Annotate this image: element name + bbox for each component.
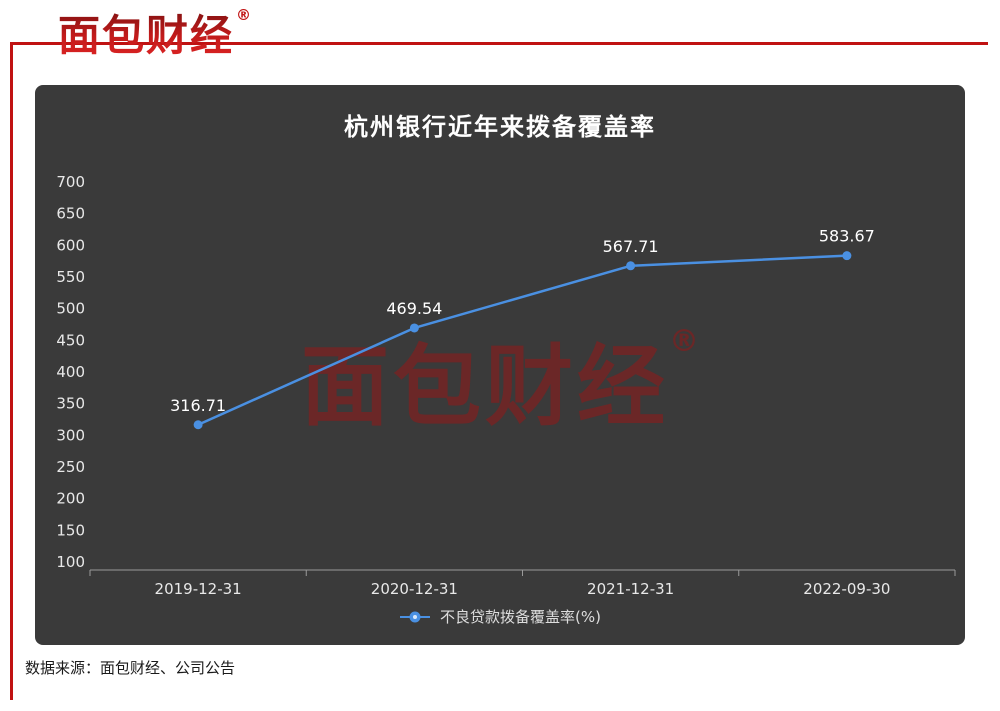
y-axis-label: 650 xyxy=(56,205,85,223)
y-axis-label: 550 xyxy=(56,268,85,286)
y-axis-label: 350 xyxy=(56,395,85,413)
y-axis-label: 600 xyxy=(56,236,85,254)
data-label: 583.67 xyxy=(819,227,875,246)
chart-svg: 100 150 200 250 300 350 400 450 500 550 600 650 700 2… xyxy=(56,173,956,598)
data-point[interactable] xyxy=(409,323,419,333)
x-axis-label: 2021-12-31 xyxy=(587,580,674,598)
legend-marker-dot-center xyxy=(413,614,418,619)
accent-vertical-line xyxy=(10,42,13,700)
y-axis-label: 500 xyxy=(56,300,85,318)
y-axis-label: 100 xyxy=(56,553,85,571)
y-axis-label: 400 xyxy=(56,363,85,381)
data-point[interactable] xyxy=(842,251,852,261)
brand-logo: 面包财经 ® xyxy=(58,2,252,63)
chart-panel: 杭州银行近年来拨备覆盖率 面包财经® 100 150 200 250 300 350 400… xyxy=(35,85,965,645)
x-axis-label: 2022-09-30 xyxy=(803,580,890,598)
legend-line-marker-icon xyxy=(399,610,431,624)
data-source-caption: 数据来源：面包财经、公司公告 xyxy=(25,659,236,677)
brand-logo-text: 面包财经 xyxy=(58,2,234,63)
registered-trademark-icon: ® xyxy=(236,6,252,24)
y-axis-label: 300 xyxy=(56,426,85,444)
data-label: 469.54 xyxy=(386,299,442,318)
accent-horizontal-line xyxy=(10,42,988,45)
chart-legend[interactable]: 不良贷款拨备覆盖率(%) xyxy=(35,606,965,627)
data-point[interactable] xyxy=(626,261,636,271)
y-axis-label: 150 xyxy=(56,521,85,539)
y-axis-label: 450 xyxy=(56,331,85,349)
y-axis-label: 250 xyxy=(56,458,85,476)
chart-title: 杭州银行近年来拨备覆盖率 xyxy=(344,113,656,141)
series-line xyxy=(196,254,849,427)
legend-label: 不良贷款拨备覆盖率(%) xyxy=(440,608,601,626)
data-point[interactable] xyxy=(193,420,203,430)
data-label: 567.71 xyxy=(603,237,659,256)
y-axis-label: 700 xyxy=(56,173,85,191)
x-axis-label: 2020-12-31 xyxy=(371,580,458,598)
x-axis-label: 2019-12-31 xyxy=(155,580,242,598)
y-axis-label: 200 xyxy=(56,490,85,508)
data-label: 316.71 xyxy=(170,396,226,415)
